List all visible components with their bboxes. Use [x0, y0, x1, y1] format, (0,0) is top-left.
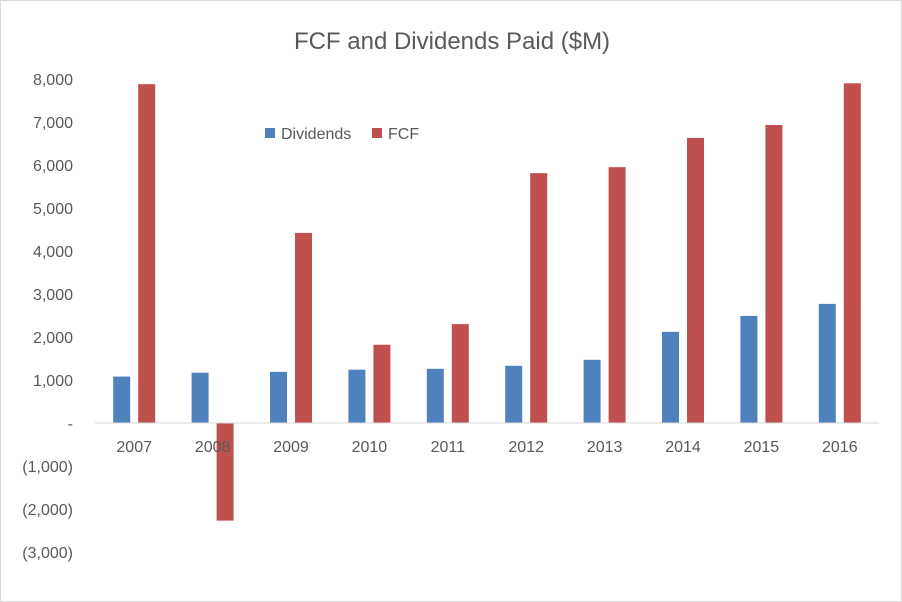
bar-fcf-2015	[765, 125, 783, 423]
x-tick-label: 2007	[116, 439, 152, 456]
bars	[113, 83, 861, 521]
bar-dividends-2013	[583, 359, 601, 423]
y-axis-tick-labels: 8,000 7,000 6,000 5,000 4,000 3,000 2,000 1,000…	[22, 72, 73, 562]
y-tick-label: (1,000)	[22, 459, 73, 476]
bar-fcf-2016	[843, 83, 861, 424]
y-tick-label: 7,000	[33, 115, 73, 132]
bar-fcf-2007	[138, 84, 156, 423]
legend: Dividends FCF	[265, 126, 419, 143]
y-tick-label: (2,000)	[22, 502, 73, 519]
bar-dividends-2011	[426, 368, 444, 423]
y-tick-label: 1,000	[33, 373, 73, 390]
bar-fcf-2012	[530, 173, 548, 423]
legend-label-fcf: FCF	[388, 126, 419, 143]
x-tick-label: 2015	[744, 439, 780, 456]
x-axis-tick-labels: 2007 2008 2009 2010 2011 2012 2013 2014 2015 2016	[116, 439, 857, 456]
bar-fcf-2014	[687, 137, 704, 423]
y-tick-label: 3,000	[33, 287, 73, 304]
x-tick-label: 2016	[822, 439, 858, 456]
x-tick-label: 2009	[273, 439, 309, 456]
bar-dividends-2015	[740, 315, 758, 423]
bar-dividends-2014	[662, 331, 679, 423]
x-tick-label: 2011	[431, 439, 466, 456]
x-tick-label: 2013	[587, 439, 623, 456]
y-tick-label: 6,000	[33, 158, 73, 175]
bar-dividends-2009	[270, 371, 287, 423]
y-tick-label: 2,000	[33, 330, 73, 347]
bar-fcf-2013	[608, 167, 626, 423]
bar-dividends-2016	[818, 303, 836, 423]
x-tick-label: 2010	[352, 439, 388, 456]
y-tick-label: 4,000	[33, 244, 73, 261]
y-tick-label: (3,000)	[22, 545, 73, 562]
legend-swatch-fcf	[372, 128, 382, 138]
bar-dividends-2008	[191, 372, 209, 423]
y-tick-label: -	[68, 416, 73, 433]
legend-swatch-dividends	[265, 128, 275, 138]
legend-label-dividends: Dividends	[281, 126, 351, 143]
bar-dividends-2010	[348, 369, 366, 423]
bar-fcf-2011	[451, 324, 469, 423]
x-tick-label: 2012	[508, 439, 544, 456]
bar-dividends-2007	[113, 376, 131, 423]
bar-fcf-2009	[295, 232, 312, 423]
chart-title: FCF and Dividends Paid ($M)	[294, 28, 610, 55]
bar-fcf-2010	[373, 344, 391, 423]
bar-fcf-2008	[216, 423, 234, 521]
x-tick-label: 2008	[195, 439, 231, 456]
bar-dividends-2012	[505, 365, 523, 423]
x-tick-label: 2014	[665, 439, 701, 456]
y-tick-label: 8,000	[33, 72, 73, 89]
y-tick-label: 5,000	[33, 201, 73, 218]
